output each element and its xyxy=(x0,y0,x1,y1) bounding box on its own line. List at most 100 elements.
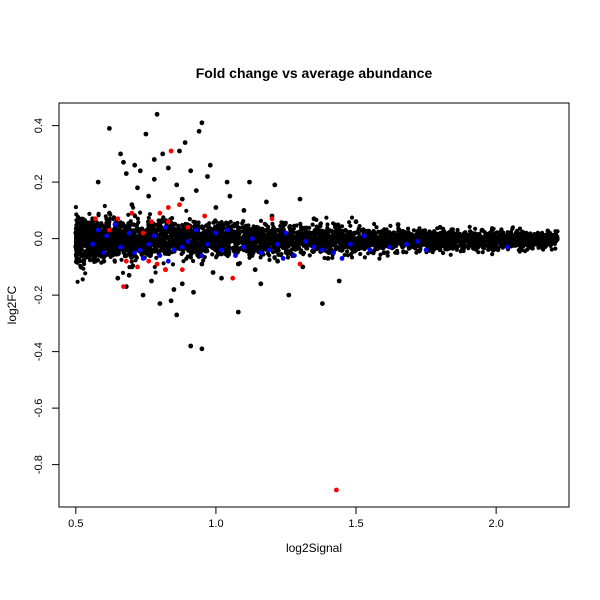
data-point xyxy=(227,193,233,199)
cloud-point xyxy=(179,251,184,257)
data-point xyxy=(179,267,185,273)
cloud-point xyxy=(517,226,523,231)
data-point xyxy=(149,278,154,284)
data-point xyxy=(185,239,191,244)
cloud-point xyxy=(555,229,560,234)
data-point xyxy=(165,165,171,171)
data-point xyxy=(196,128,202,134)
cloud-point xyxy=(203,238,208,243)
cloud-point xyxy=(184,256,189,261)
cloud-point xyxy=(392,236,397,241)
cloud-point xyxy=(374,238,380,244)
cloud-point xyxy=(307,253,312,258)
cloud-point xyxy=(199,225,204,230)
data-point xyxy=(353,219,359,225)
cloud-point xyxy=(545,234,550,239)
chart-title: Fold change vs average abundance xyxy=(196,65,433,81)
x-tick-label: 1.0 xyxy=(208,518,223,530)
cloud-point xyxy=(94,222,99,227)
cloud-point xyxy=(422,228,428,233)
cloud-point xyxy=(448,252,453,257)
cloud-point xyxy=(333,239,338,244)
cloud-point xyxy=(281,223,286,228)
cloud-point xyxy=(442,243,447,248)
data-point xyxy=(258,250,264,256)
cloud-point xyxy=(358,245,363,250)
cloud-point xyxy=(453,240,459,245)
cloud-point xyxy=(214,253,219,258)
data-point xyxy=(101,258,107,264)
cloud-point xyxy=(349,251,354,257)
cloud-point xyxy=(445,231,450,237)
cloud-point xyxy=(83,222,89,227)
cloud-point xyxy=(324,249,329,254)
cloud-point xyxy=(74,256,79,261)
cloud-point xyxy=(317,236,322,241)
cloud-point xyxy=(235,235,240,240)
cloud-point xyxy=(177,226,182,231)
cloud-point xyxy=(486,247,491,252)
cloud-point xyxy=(126,212,131,217)
cloud-point xyxy=(122,240,127,245)
cloud-point xyxy=(509,232,514,237)
data-point xyxy=(320,301,325,306)
data-point xyxy=(163,267,168,273)
data-point xyxy=(297,196,303,202)
cloud-point xyxy=(199,231,204,236)
cloud-point xyxy=(535,230,541,235)
cloud-point xyxy=(486,238,491,243)
cloud-point xyxy=(310,222,315,227)
cloud-point xyxy=(457,231,462,236)
cloud-point xyxy=(281,245,286,250)
cloud-point xyxy=(324,215,329,220)
cloud-point xyxy=(389,233,394,238)
cloud-point xyxy=(341,235,346,240)
cloud-point xyxy=(518,243,523,248)
cloud-point xyxy=(454,247,459,252)
cloud-point xyxy=(450,232,455,237)
cloud-point xyxy=(294,223,299,228)
cloud-point xyxy=(108,254,113,259)
data-point xyxy=(235,309,241,315)
cloud-point xyxy=(182,240,187,245)
cloud-point xyxy=(79,245,84,250)
data-point xyxy=(171,247,177,253)
data-point xyxy=(165,205,171,210)
data-point xyxy=(146,258,152,264)
cloud-point xyxy=(358,251,363,257)
cloud-point xyxy=(145,252,150,257)
cloud-point xyxy=(250,243,256,249)
cloud-point xyxy=(154,255,159,260)
cloud-point xyxy=(366,251,371,256)
cloud-point xyxy=(93,232,98,237)
data-point xyxy=(387,244,393,250)
cloud-point xyxy=(134,239,139,244)
cloud-point xyxy=(82,261,87,267)
cloud-point xyxy=(411,233,416,238)
cloud-point xyxy=(227,246,232,251)
cloud-point xyxy=(152,247,157,253)
cloud-point xyxy=(260,241,265,246)
cloud-point xyxy=(303,228,308,233)
cloud-point xyxy=(128,219,133,224)
cloud-point xyxy=(139,242,145,248)
cloud-point xyxy=(106,222,112,227)
data-point xyxy=(129,210,135,216)
cloud-point xyxy=(454,233,459,238)
cloud-point xyxy=(80,228,85,234)
cloud-point xyxy=(139,226,144,231)
data-point xyxy=(247,179,252,185)
cloud-point xyxy=(441,250,446,256)
data-point xyxy=(132,250,138,256)
cloud-point xyxy=(90,220,96,225)
cloud-point xyxy=(203,249,208,254)
cloud-point xyxy=(464,237,469,242)
cloud-point xyxy=(238,246,243,251)
data-point xyxy=(193,227,199,233)
cloud-point xyxy=(102,203,107,209)
series-1 xyxy=(90,222,510,264)
cloud-point xyxy=(131,228,136,233)
cloud-point xyxy=(193,219,198,225)
cloud-point xyxy=(146,222,151,227)
cloud-point xyxy=(450,235,455,240)
